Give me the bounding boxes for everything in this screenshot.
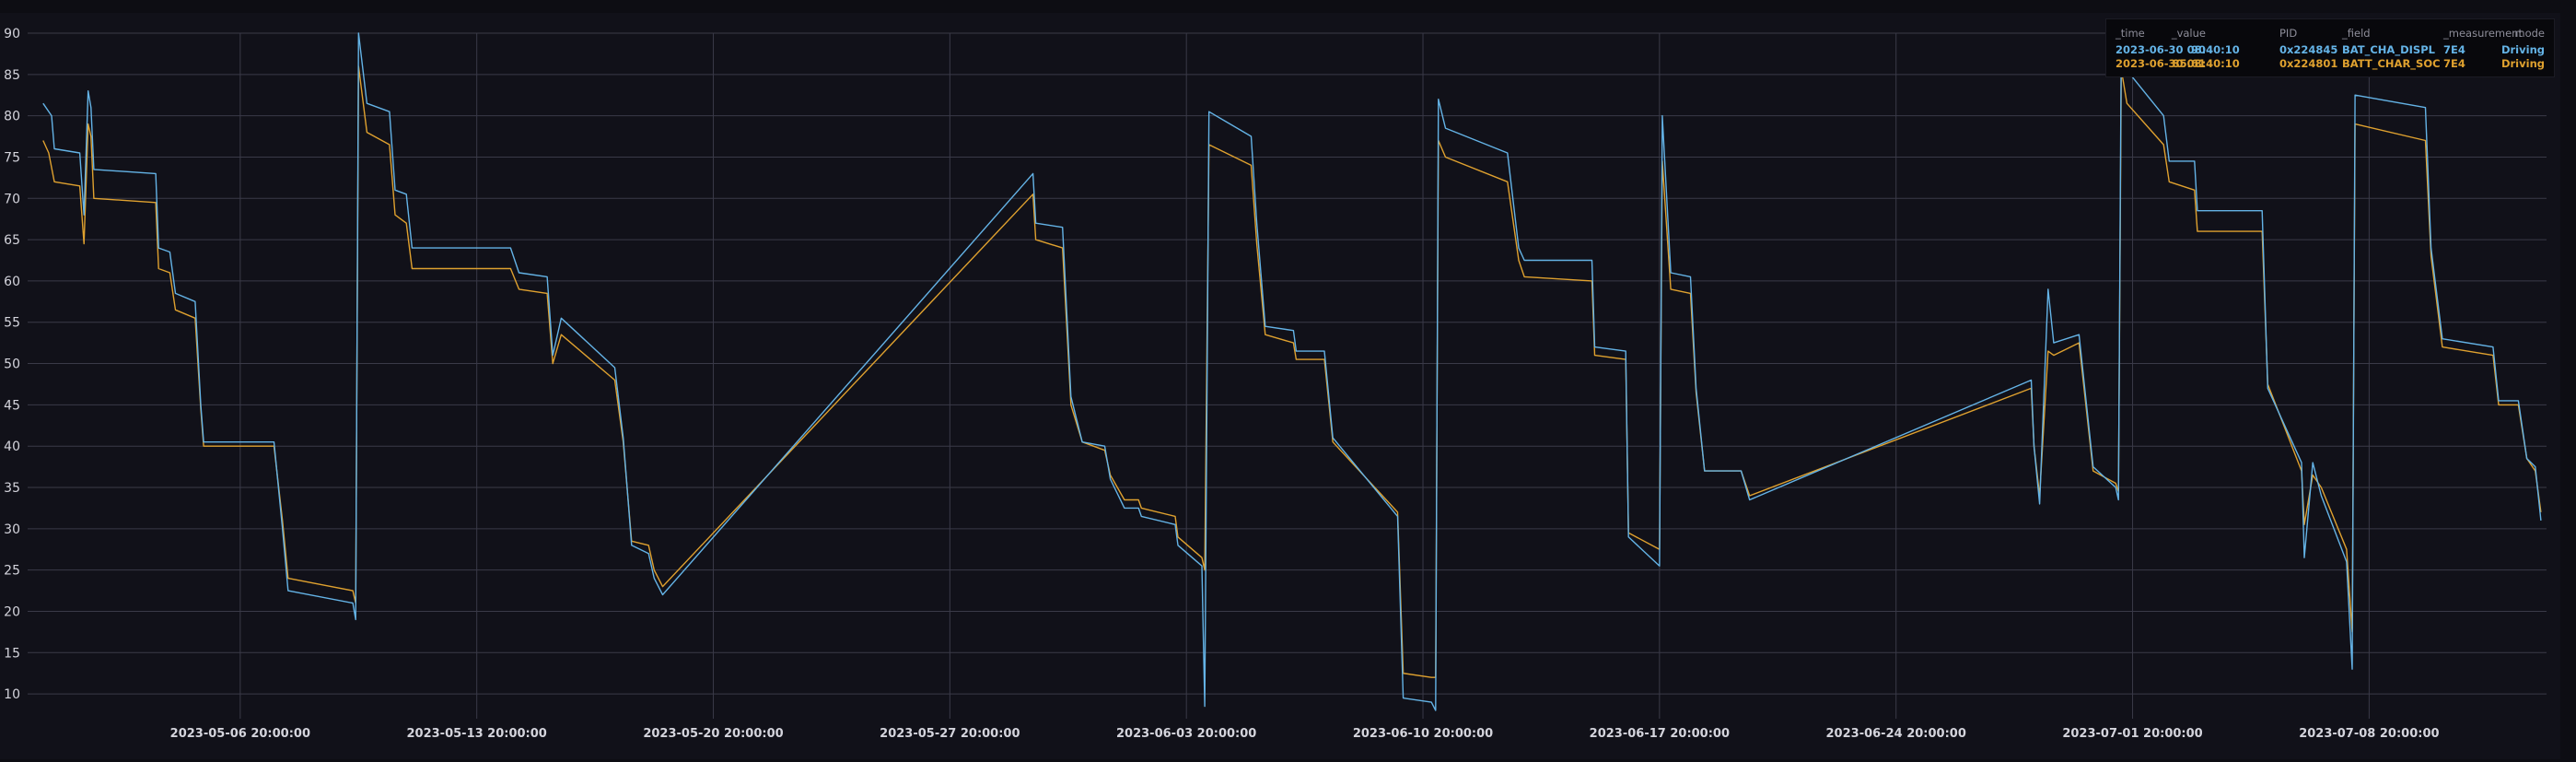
- hover-legend: _time _value PID _field _measurement mod…: [2105, 18, 2555, 77]
- y-tick-label: 20: [4, 604, 20, 619]
- y-tick-label: 45: [4, 398, 20, 413]
- legend-row-measurement: 7E4: [2443, 43, 2465, 56]
- x-tick-label: 2023-05-20 20:00:00: [643, 727, 783, 741]
- y-tick-label: 30: [4, 522, 20, 537]
- y-tick-label: 40: [4, 440, 20, 454]
- y-tick-label: 25: [4, 564, 20, 579]
- legend-header-value: _value: [2171, 27, 2206, 40]
- series-line-batt-char-soc[interactable]: [42, 65, 2542, 678]
- x-tick-label: 2023-06-24 20:00:00: [1826, 727, 1966, 741]
- legend-row-time: 2023-06-30 08:40:10: [2116, 57, 2240, 70]
- legend-header-field: _field: [2342, 27, 2371, 40]
- y-tick-label: 50: [4, 358, 20, 372]
- legend-header-time: _time: [2116, 27, 2145, 40]
- x-tick-label: 2023-05-27 20:00:00: [880, 727, 1020, 741]
- legend-header-pid: PID: [2279, 27, 2298, 40]
- x-tick-label: 2023-05-13 20:00:00: [407, 727, 547, 741]
- legend-row-mode: Driving: [2500, 57, 2545, 70]
- y-tick-label: 35: [4, 481, 20, 496]
- x-tick-label: 2023-06-17 20:00:00: [1590, 727, 1730, 741]
- y-tick-label: 15: [4, 646, 20, 661]
- y-tick-label: 70: [4, 192, 20, 206]
- y-tick-label: 80: [4, 110, 20, 124]
- x-tick-label: 2023-07-01 20:00:00: [2062, 727, 2202, 741]
- legend-row-value: 90: [2190, 43, 2206, 56]
- x-tick-label: 2023-07-08 20:00:00: [2299, 727, 2439, 741]
- y-tick-label: 55: [4, 316, 20, 331]
- y-tick-label: 85: [4, 68, 20, 83]
- plot-background: [0, 13, 2560, 759]
- y-tick-label: 65: [4, 233, 20, 248]
- legend-row-value: 85.61: [2172, 57, 2206, 70]
- legend-row-measurement: 7E4: [2443, 57, 2465, 70]
- x-tick-label: 2023-05-06 20:00:00: [170, 727, 310, 741]
- legend-header-mode: mode: [2514, 27, 2545, 40]
- series-line-bat-cha-displ[interactable]: [42, 32, 2542, 711]
- legend-row-pid: 0x224801: [2279, 57, 2338, 70]
- legend-row-time: 2023-06-30 08:40:10: [2116, 43, 2240, 56]
- legend-row-pid: 0x224845: [2279, 43, 2338, 56]
- legend-row-field: BATT_CHAR_SOC: [2342, 57, 2441, 70]
- x-tick-label: 2023-06-10 20:00:00: [1353, 727, 1493, 741]
- y-tick-label: 75: [4, 150, 20, 165]
- x-tick-label: 2023-06-03 20:00:00: [1116, 727, 1256, 741]
- y-tick-label: 90: [4, 27, 20, 41]
- legend-header-measurement: _measurement: [2443, 27, 2523, 40]
- y-tick-label: 60: [4, 275, 20, 289]
- y-tick-label: 10: [4, 687, 20, 702]
- legend-row-field: BAT_CHA_DISPL: [2342, 43, 2435, 56]
- legend-row-mode: Driving: [2500, 43, 2545, 56]
